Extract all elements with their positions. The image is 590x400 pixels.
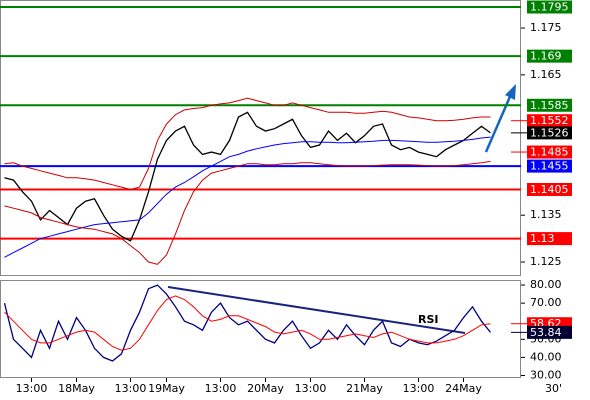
series-line bbox=[4, 160, 491, 265]
value-tag-label: 1.1526 bbox=[530, 126, 569, 139]
y-tick-label: 70.00 bbox=[530, 296, 562, 309]
value-tag bbox=[527, 126, 572, 140]
value-tag bbox=[527, 114, 572, 128]
forecast-arrow bbox=[484, 91, 514, 153]
forecast-arrow-head bbox=[505, 84, 516, 100]
x-tick-label: 24May bbox=[445, 382, 482, 395]
value-tag-label: 1.169 bbox=[530, 50, 562, 63]
y-tick-label: 1.135 bbox=[530, 208, 562, 221]
series-line bbox=[4, 97, 491, 191]
value-tag bbox=[527, 159, 572, 173]
value-tag bbox=[527, 325, 572, 339]
value-tag-label: 53.84 bbox=[530, 326, 562, 339]
x-tick-label: 13:00 bbox=[205, 382, 237, 395]
value-tag-label: 1.1405 bbox=[530, 183, 569, 196]
value-tag-label: 1.1485 bbox=[530, 146, 569, 159]
x-tick-label: 20May bbox=[247, 382, 284, 395]
x-tick-label: 19May bbox=[148, 382, 185, 395]
value-tag bbox=[527, 182, 572, 196]
series-line bbox=[4, 111, 491, 242]
y-tick-label: 40.00 bbox=[530, 350, 562, 363]
value-tag bbox=[527, 232, 572, 246]
x-tick-label: 13:00 bbox=[115, 382, 147, 395]
y-tick-label: 80.00 bbox=[530, 278, 562, 291]
value-tag-label: 1.1455 bbox=[530, 160, 569, 173]
x-tick-label: 13:00 bbox=[403, 382, 435, 395]
x-tick-label: 18May bbox=[58, 382, 95, 395]
price-panel bbox=[0, 0, 521, 276]
value-tag-label: 1.1552 bbox=[530, 114, 569, 127]
value-tag-label: 1.13 bbox=[530, 232, 555, 245]
value-tag-label: 1.1585 bbox=[530, 99, 569, 112]
y-tick-label: 30.00 bbox=[530, 368, 562, 381]
y-tick-label: 1.125 bbox=[530, 255, 562, 268]
x-tick-label: 21May bbox=[346, 382, 383, 395]
rsi-trendline bbox=[167, 286, 466, 334]
y-tick-label: 1.165 bbox=[530, 68, 562, 81]
series-line bbox=[4, 295, 491, 351]
y-tick-label: 1.175 bbox=[530, 21, 562, 34]
indicator-label: RSI bbox=[418, 313, 439, 326]
value-tag bbox=[527, 0, 572, 14]
value-tag bbox=[527, 145, 572, 159]
value-tag-label: 1.1795 bbox=[530, 1, 569, 14]
x-tick-label: 13:00 bbox=[16, 382, 48, 395]
value-tag bbox=[527, 98, 572, 112]
value-tag bbox=[527, 49, 572, 63]
series-line bbox=[4, 136, 491, 258]
timeframe-label: 30' bbox=[545, 382, 562, 395]
x-tick-label: 13:00 bbox=[295, 382, 327, 395]
